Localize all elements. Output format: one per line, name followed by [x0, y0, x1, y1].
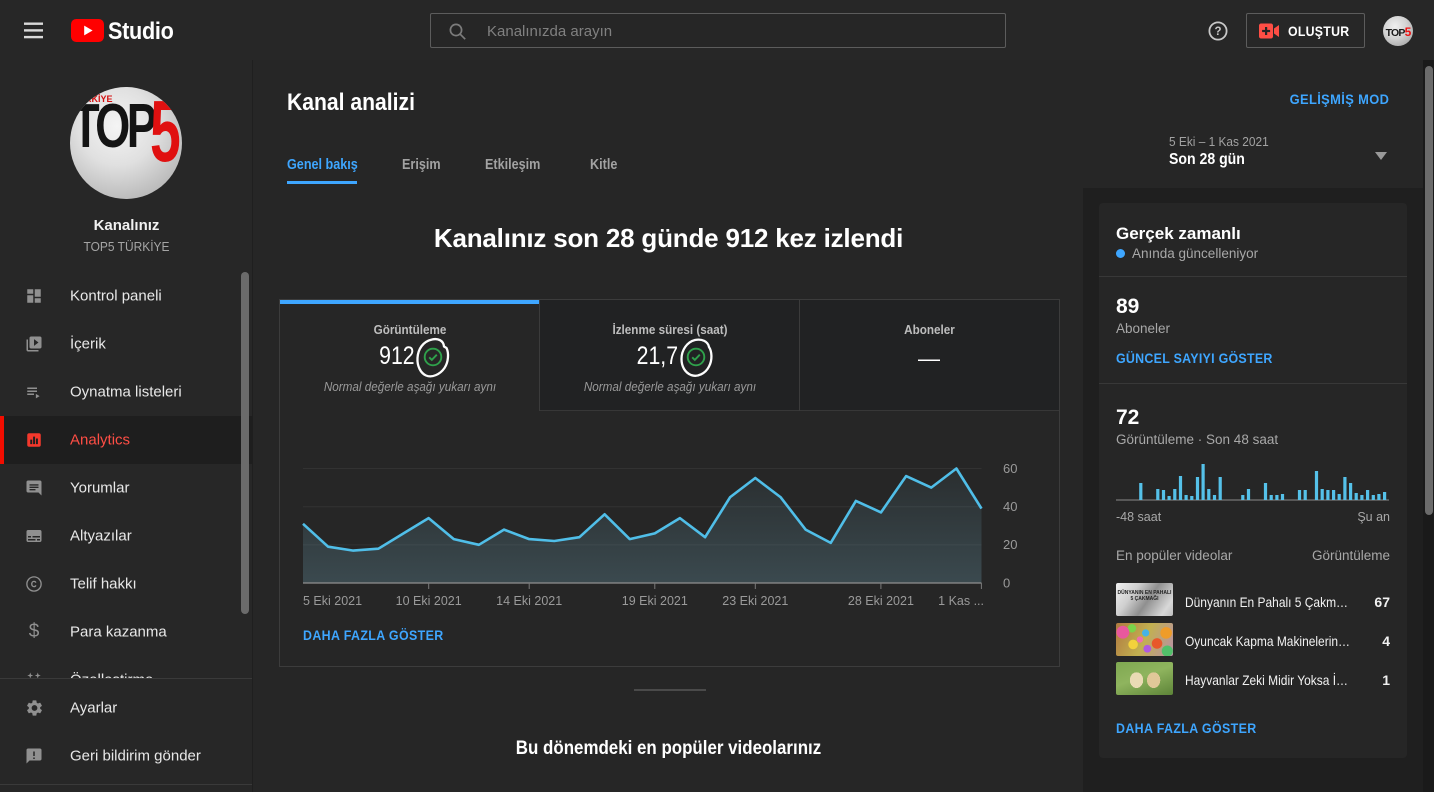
svg-text:19 Eki 2021: 19 Eki 2021 [621, 594, 687, 608]
svg-text:0: 0 [1003, 576, 1010, 591]
svg-text:40: 40 [1003, 499, 1017, 514]
svg-text:1 Kas ...: 1 Kas ... [938, 594, 984, 608]
svg-text:60: 60 [1003, 461, 1017, 476]
svg-text:?: ? [1214, 26, 1221, 38]
svg-text:23 Eki 2021: 23 Eki 2021 [722, 594, 788, 608]
svg-text:14 Eki 2021: 14 Eki 2021 [496, 594, 562, 608]
svg-text:10 Eki 2021: 10 Eki 2021 [395, 594, 461, 608]
svg-text:28 Eki 2021: 28 Eki 2021 [847, 594, 913, 608]
svg-text:5 Eki 2021: 5 Eki 2021 [303, 594, 362, 608]
svg-text:20: 20 [1003, 537, 1017, 552]
